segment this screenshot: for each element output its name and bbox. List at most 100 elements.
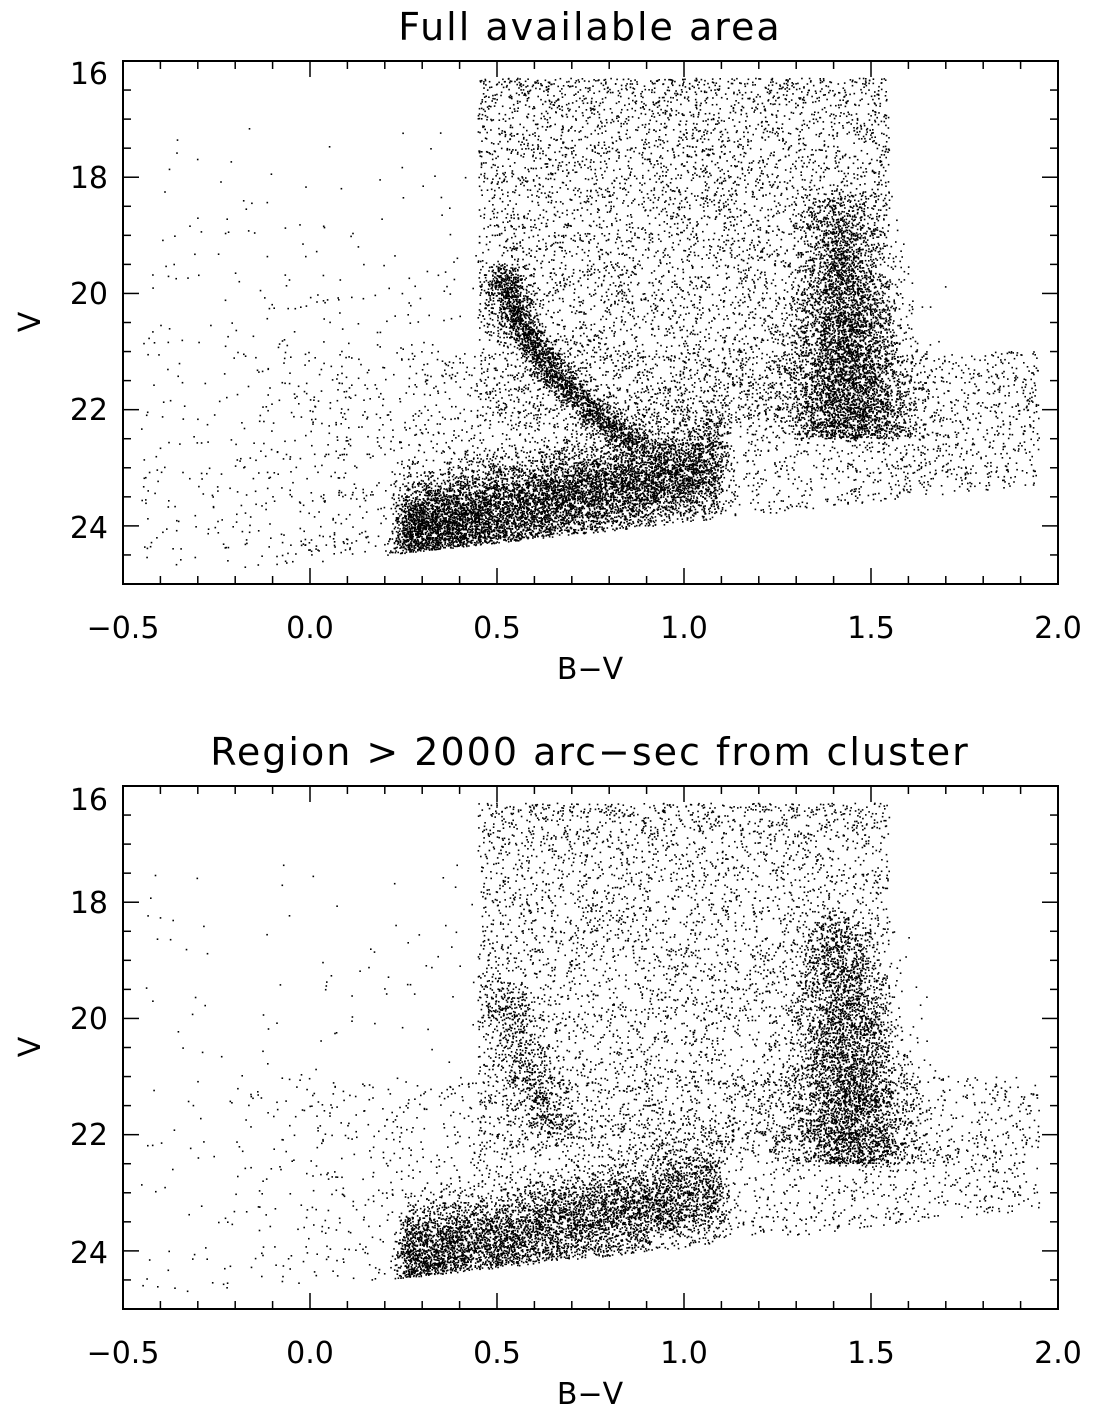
data-point — [547, 467, 550, 470]
data-point — [541, 503, 543, 505]
data-point — [645, 474, 648, 476]
data-point — [630, 460, 633, 463]
data-point — [424, 509, 426, 512]
data-point — [468, 522, 471, 524]
data-point — [514, 531, 517, 533]
data-point — [498, 468, 500, 470]
data-point — [656, 417, 659, 420]
data-point — [482, 532, 484, 534]
data-point — [699, 452, 701, 455]
data-point — [595, 420, 598, 422]
data-point — [635, 488, 637, 491]
data-point — [641, 503, 643, 505]
data-point — [493, 484, 495, 487]
data-point — [451, 508, 453, 511]
data-point — [616, 500, 619, 502]
data-point — [437, 499, 439, 502]
data-point — [467, 517, 470, 520]
data-point — [585, 485, 588, 487]
data-point — [439, 547, 442, 549]
data-point — [404, 507, 407, 510]
data-point — [487, 495, 489, 498]
data-point — [416, 496, 419, 498]
tick-marks — [122, 60, 1059, 585]
data-point — [712, 439, 715, 442]
data-point — [453, 434, 455, 436]
data-point — [550, 498, 553, 501]
data-point — [543, 470, 545, 472]
data-point — [461, 538, 464, 540]
data-point — [522, 490, 524, 493]
data-point — [547, 497, 549, 499]
data-point — [717, 477, 719, 479]
data-point — [396, 543, 399, 546]
data-point — [434, 513, 437, 516]
data-point — [432, 537, 435, 539]
data-point — [399, 528, 401, 530]
data-point — [659, 502, 661, 504]
data-point — [507, 541, 510, 543]
data-point — [628, 525, 631, 527]
data-point — [639, 457, 641, 460]
data-point — [559, 485, 562, 487]
data-point — [558, 501, 560, 503]
data-point — [694, 464, 697, 466]
data-point — [467, 483, 469, 485]
data-point — [663, 477, 666, 480]
data-point — [436, 482, 438, 485]
data-point — [427, 486, 430, 489]
data-point — [578, 467, 581, 469]
data-point — [535, 479, 538, 481]
data-point — [552, 498, 554, 501]
data-point — [468, 512, 470, 515]
data-point — [499, 488, 502, 491]
data-point — [430, 534, 432, 537]
data-point — [590, 496, 593, 499]
data-point — [649, 512, 652, 515]
data-point — [689, 459, 692, 462]
data-point — [725, 500, 727, 502]
data-point — [650, 519, 652, 522]
data-point — [523, 524, 526, 527]
data-point — [570, 520, 572, 522]
data-point — [446, 494, 448, 496]
data-point — [441, 527, 443, 530]
data-point — [583, 524, 585, 526]
data-point — [459, 476, 462, 478]
data-point — [658, 457, 661, 459]
data-point — [586, 465, 589, 467]
data-point — [571, 532, 573, 535]
data-point — [659, 465, 662, 468]
data-point — [578, 507, 581, 509]
data-point — [521, 461, 524, 463]
data-point — [447, 468, 450, 471]
data-point — [414, 508, 417, 511]
data-point — [660, 494, 663, 497]
data-point — [569, 521, 571, 523]
data-point — [542, 525, 545, 528]
data-point — [476, 498, 478, 501]
data-point — [569, 512, 571, 515]
data-point — [539, 479, 542, 481]
data-point — [637, 495, 640, 498]
data-point — [455, 476, 458, 478]
data-point — [543, 469, 546, 471]
data-point — [652, 499, 655, 501]
data-point — [473, 541, 476, 544]
data-point — [436, 519, 438, 521]
data-point — [577, 497, 579, 499]
data-point — [543, 507, 545, 510]
data-point — [554, 486, 557, 489]
data-point — [526, 494, 529, 497]
data-point — [698, 485, 701, 487]
data-point — [616, 484, 618, 486]
data-point — [709, 442, 712, 445]
data-point — [441, 544, 444, 546]
data-point — [583, 521, 585, 523]
data-point — [525, 495, 528, 498]
data-point — [715, 390, 718, 393]
data-point — [567, 513, 569, 515]
data-point — [508, 536, 511, 538]
data-point — [513, 534, 515, 537]
data-point — [691, 472, 693, 474]
